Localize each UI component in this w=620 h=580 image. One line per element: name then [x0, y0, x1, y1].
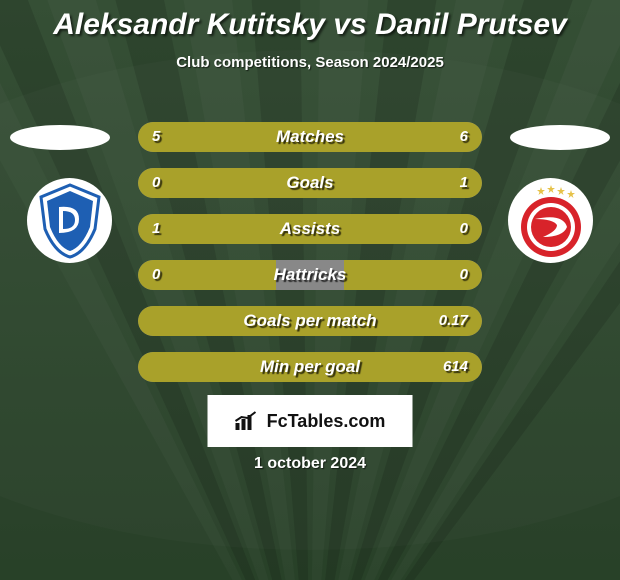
stat-row: Goals0 1 — [138, 168, 482, 198]
snapshot-date: 1 october 2024 — [0, 455, 620, 473]
player-right-placeholder — [510, 125, 610, 150]
comparison-subtitle: Club competitions, Season 2024/2025 — [0, 54, 620, 71]
stat-label: Matches — [138, 122, 482, 152]
stat-label: Hattricks — [138, 260, 482, 290]
stat-value-right: 0.17 — [439, 306, 468, 336]
stat-row: Min per goal614 — [138, 352, 482, 382]
stat-label: Goals per match — [138, 306, 482, 336]
stat-row: Matches5 6 — [138, 122, 482, 152]
stat-row: Hattricks0 0 — [138, 260, 482, 290]
dynamo-emblem-icon — [37, 183, 103, 259]
stat-row: Assists1 0 — [138, 214, 482, 244]
stat-value-right: 0 — [460, 260, 468, 290]
stat-value-left: 1 — [152, 214, 160, 244]
stat-label: Min per goal — [138, 352, 482, 382]
stat-value-left: 0 — [152, 168, 160, 198]
brand-text: FcTables.com — [267, 411, 386, 432]
spartak-emblem-icon — [513, 183, 589, 259]
comparison-title: Aleksandr Kutitsky vs Danil Prutsev — [0, 0, 620, 42]
stat-label: Assists — [138, 214, 482, 244]
stat-value-right: 0 — [460, 214, 468, 244]
stat-row: Goals per match0.17 — [138, 306, 482, 336]
stat-value-left: 5 — [152, 122, 160, 152]
stat-bars-container: Matches56Goals01Assists10Hattricks00Goal… — [138, 122, 482, 398]
player-left-placeholder — [10, 125, 110, 150]
stat-value-left: 0 — [152, 260, 160, 290]
club-badge-left — [27, 178, 112, 263]
stat-label: Goals — [138, 168, 482, 198]
brand-chart-icon — [235, 411, 261, 431]
stat-value-right: 6 — [460, 122, 468, 152]
club-badge-right — [508, 178, 593, 263]
stat-value-right: 614 — [443, 352, 468, 382]
stat-value-right: 1 — [460, 168, 468, 198]
brand-box: FcTables.com — [208, 395, 413, 447]
